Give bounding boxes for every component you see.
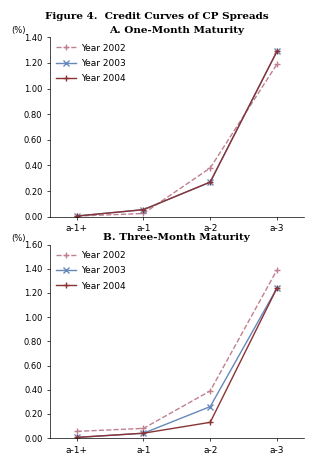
Year 2002	[275, 267, 279, 273]
Title: A. One-Month Maturity: A. One-Month Maturity	[109, 26, 244, 35]
Year 2003	[208, 404, 212, 410]
Year 2002	[75, 429, 79, 434]
Line: Year 2003: Year 2003	[73, 48, 280, 219]
Line: Year 2004: Year 2004	[73, 48, 280, 219]
Year 2004	[141, 207, 145, 212]
Line: Year 2004: Year 2004	[73, 285, 280, 441]
Text: Figure 4.  Credit Curves of CP Spreads: Figure 4. Credit Curves of CP Spreads	[45, 12, 268, 21]
Year 2004	[75, 213, 79, 219]
Year 2003	[141, 431, 145, 436]
Year 2002	[141, 425, 145, 431]
Legend: Year 2002, Year 2003, Year 2004: Year 2002, Year 2003, Year 2004	[54, 42, 127, 85]
Text: (%): (%)	[11, 27, 25, 35]
Year 2003	[141, 207, 145, 212]
Line: Year 2002: Year 2002	[73, 267, 280, 435]
Year 2004	[75, 435, 79, 440]
Year 2002	[208, 165, 212, 171]
Year 2002	[75, 213, 79, 219]
Year 2003	[275, 48, 279, 54]
Year 2004	[141, 431, 145, 436]
Year 2004	[275, 48, 279, 54]
Year 2003	[75, 435, 79, 440]
Year 2004	[208, 179, 212, 185]
Text: (%): (%)	[11, 234, 25, 243]
Line: Year 2003: Year 2003	[73, 285, 280, 441]
Title: B. Three-Month Maturity: B. Three-Month Maturity	[104, 233, 250, 242]
Line: Year 2002: Year 2002	[73, 61, 280, 219]
Year 2004	[208, 419, 212, 425]
Year 2003	[208, 179, 212, 185]
Year 2003	[75, 213, 79, 219]
Year 2003	[275, 285, 279, 291]
Year 2002	[208, 388, 212, 394]
Year 2002	[275, 62, 279, 67]
Year 2002	[141, 211, 145, 216]
Legend: Year 2002, Year 2003, Year 2004: Year 2002, Year 2003, Year 2004	[54, 249, 127, 292]
Year 2004	[275, 285, 279, 291]
